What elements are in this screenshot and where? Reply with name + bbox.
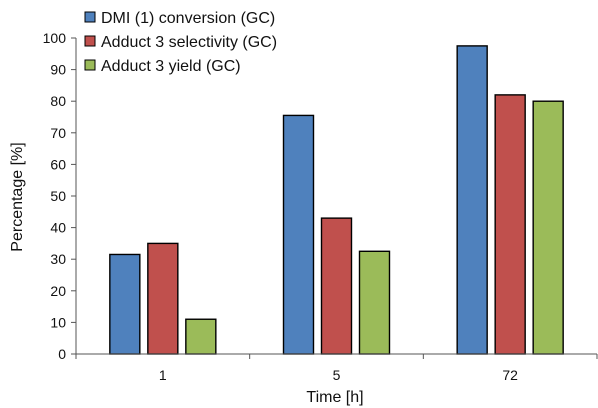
bar-1-category-1 bbox=[109, 253, 141, 355]
y-tick-label: 60 bbox=[50, 156, 66, 172]
y-tick-label: 100 bbox=[43, 30, 67, 46]
legend: DMI (1) conversion (GC) Adduct 3 selectiv… bbox=[84, 10, 277, 75]
legend-label-2: Adduct 3 selectivity (GC) bbox=[101, 34, 277, 51]
legend-swatch-2 bbox=[84, 35, 96, 47]
bar-2-category-1 bbox=[147, 242, 179, 355]
y-tick-label: 70 bbox=[50, 125, 66, 141]
y-tick-label: 0 bbox=[58, 346, 66, 362]
legend-label-1: DMI (1) conversion (GC) bbox=[101, 10, 275, 27]
x-tick-label: 1 bbox=[159, 367, 167, 383]
bar-1-category-5 bbox=[282, 114, 315, 355]
bar-3-category-5 bbox=[358, 250, 391, 355]
y-tick-label: 90 bbox=[50, 62, 66, 78]
bar-2-category-5 bbox=[320, 217, 353, 355]
legend-label-3: Adduct 3 yield (GC) bbox=[101, 58, 241, 75]
x-tick-label: 5 bbox=[333, 367, 341, 383]
y-tick-label: 40 bbox=[50, 220, 66, 236]
bar-1-category-72 bbox=[456, 45, 488, 355]
bar-3-category-72 bbox=[532, 100, 564, 355]
x-axis-title: Time [h] bbox=[306, 389, 363, 406]
y-axis-title: Percentage [%] bbox=[9, 142, 26, 251]
legend-swatch-3 bbox=[84, 59, 96, 71]
bar-2-category-72 bbox=[494, 94, 526, 355]
bar-3-category-1 bbox=[185, 318, 217, 355]
y-axis-ticks: 0 10 20 30 40 50 60 70 80 90 100 bbox=[43, 30, 76, 362]
y-tick-label: 20 bbox=[50, 283, 66, 299]
x-tick-label: 72 bbox=[502, 367, 518, 383]
y-tick-label: 50 bbox=[50, 188, 66, 204]
y-tick-label: 30 bbox=[50, 251, 66, 267]
legend-swatch-1 bbox=[84, 11, 96, 23]
bars-group bbox=[109, 45, 564, 355]
y-tick-label: 10 bbox=[50, 314, 66, 330]
y-tick-label: 80 bbox=[50, 93, 66, 109]
x-axis-ticks: 1 5 72 bbox=[75, 354, 598, 383]
